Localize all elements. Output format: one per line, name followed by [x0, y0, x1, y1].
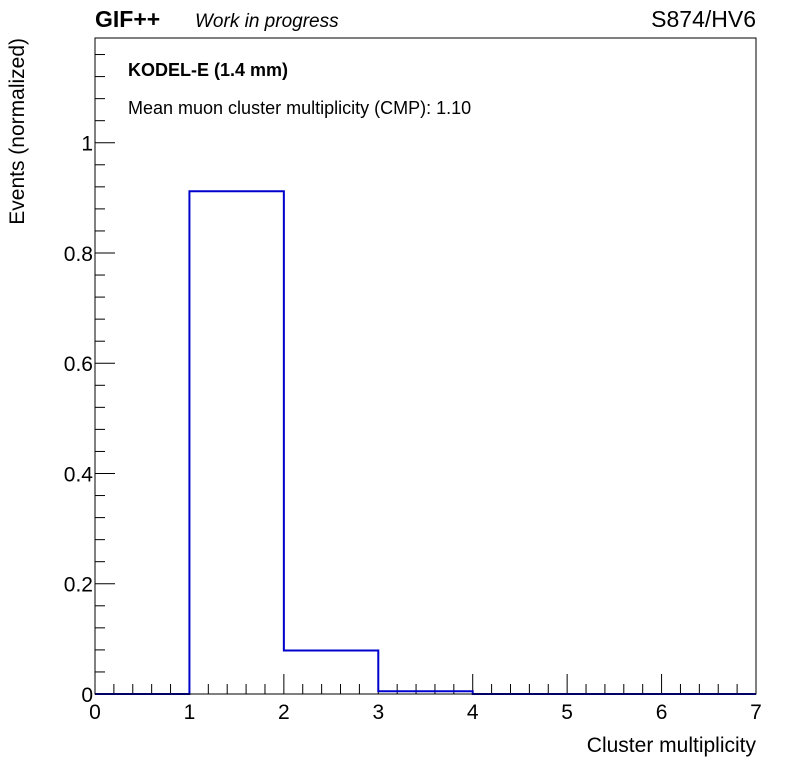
- x-tick-label: 0: [89, 701, 101, 724]
- axis-ticks: [94, 54, 757, 695]
- plot-frame: [94, 37, 757, 695]
- y-tick-label: 0.4: [64, 463, 94, 486]
- run-label: S874/HV6: [651, 6, 756, 32]
- x-tick-label: 3: [372, 701, 384, 724]
- y-tick-label: 1: [81, 133, 93, 156]
- detector-label: KODEL-E (1.4 mm): [128, 60, 289, 80]
- y-axis-title: Events (normalized): [6, 38, 29, 225]
- x-tick-label: 1: [184, 701, 196, 724]
- experiment-label: GIF++: [95, 6, 161, 32]
- x-tick-label: 7: [750, 701, 762, 724]
- x-axis-title: Cluster multiplicity: [587, 734, 757, 757]
- y-tick-label: 0.2: [64, 574, 93, 597]
- histogram-series-line: [95, 190, 756, 695]
- tick-labels: 0 1 2 3 4 5 6 7 0 0.2 0.4 0.6 0.8 1: [64, 133, 762, 724]
- x-tick-label: 5: [561, 701, 573, 724]
- y-tick-label: 0.8: [64, 243, 93, 266]
- cmp-annotation: Mean muon cluster multiplicity (CMP): 1.…: [128, 98, 472, 118]
- x-tick-label: 4: [467, 701, 479, 724]
- y-tick-label: 0: [81, 684, 93, 707]
- status-label: Work in progress: [195, 11, 339, 32]
- x-tick-label: 2: [278, 701, 290, 724]
- y-tick-label: 0.6: [64, 353, 93, 376]
- x-tick-label: 6: [656, 701, 668, 724]
